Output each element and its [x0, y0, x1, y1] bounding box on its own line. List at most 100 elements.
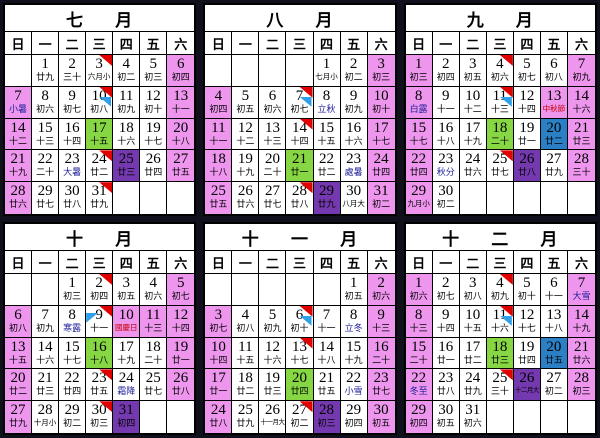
day-number: 12: [237, 119, 253, 136]
lunar-label: 廿七: [490, 167, 509, 178]
day-grid: 1 初三 2 初四 3 初五 4 初六 5 初七 6 初八 7 初九 8 寒露 9 十一 10 國慶日 11 十三 12 十四…: [5, 274, 195, 433]
lunar-label: 初五: [463, 72, 482, 82]
lunar-label: 十四: [171, 322, 190, 333]
day-cell: 21 廿一: [286, 150, 314, 183]
day-number: 8: [322, 87, 331, 104]
day-cell: 4 初六: [486, 55, 514, 87]
lunar-label: 立冬: [344, 322, 363, 333]
lunar-label: 十月小: [33, 418, 57, 428]
day-number: 19: [237, 151, 253, 168]
lunar-label: 廿九: [36, 72, 55, 82]
day-cell: 16 十八: [432, 118, 460, 151]
day-number: 20: [291, 370, 307, 387]
day-cell: 17 廿一: [205, 369, 233, 402]
day-number: 6: [177, 56, 185, 72]
day-number: 12: [264, 338, 280, 355]
lunar-label: 廿一: [209, 386, 228, 397]
day-cell: 3 初七: [205, 305, 233, 338]
day-cell: 12 十七: [513, 305, 541, 338]
day-grid: 1 七月小 2 初二 3 初三 4 初四 5 初五 6 初六 7 初七 8 立秋 9 初九 10 初十 11 十一 12 十二…: [205, 55, 395, 214]
lunar-label: 廿八: [436, 386, 455, 397]
weekday-header-cell: 三: [86, 251, 114, 274]
day-number: 12: [519, 306, 535, 323]
day-number: 22: [346, 370, 362, 387]
day-number: 2: [349, 56, 358, 72]
day-number: 5: [149, 56, 158, 72]
day-number: 16: [438, 338, 454, 355]
day-cell: 18 二十: [140, 337, 168, 370]
lunar-label: 十三: [36, 135, 55, 146]
lunar-label: 十三: [263, 135, 282, 146]
weekday-header-cell: 日: [5, 32, 33, 55]
day-number: 23: [91, 370, 107, 387]
weekday-header-cell: 六: [567, 32, 595, 55]
day-cell: 18 廿二: [232, 369, 260, 402]
day-cell: 8 十三: [405, 305, 433, 338]
day-cell: 29 初四: [405, 401, 433, 433]
day-cell: 4 初四: [205, 86, 233, 119]
day-number: 22: [411, 151, 427, 168]
day-number: 16: [91, 338, 107, 355]
day-cell: 13 中秋節: [540, 86, 568, 119]
day-cell: 9 初九: [340, 86, 368, 119]
lunar-label: 初七: [517, 72, 536, 82]
weekday-header-cell: 二: [459, 251, 487, 274]
weekday-header-cell: 日: [205, 251, 233, 274]
day-cell: 19 廿一: [513, 118, 541, 151]
day-cell: 28 初三: [313, 401, 341, 433]
lunar-label: 二十: [409, 354, 428, 365]
day-cell: 21 廿三: [567, 118, 595, 151]
day-number: 31: [373, 183, 389, 200]
day-cell: 12 十四: [167, 305, 195, 338]
day-number: 6: [14, 306, 22, 323]
empty-day-cell: [567, 182, 595, 214]
day-cell: 5 初五: [232, 86, 260, 119]
lunar-label: 初九: [344, 103, 363, 114]
day-cell: 23 秋分: [432, 150, 460, 183]
day-cell: 27 初二: [540, 369, 568, 402]
day-number: 4: [496, 275, 504, 291]
lunar-label: 廿八: [209, 418, 228, 429]
lunar-label: 秋分: [436, 167, 455, 178]
day-number: 29: [64, 402, 80, 419]
lunar-label: 十七: [409, 135, 428, 146]
day-cell: 4 初二: [113, 55, 141, 87]
day-cell: 5 初十: [513, 274, 541, 306]
month-block: 九 月日一二三四五六 1 初三 2 初四 3 初五 4 初六 5 初七 6 初八 7 初九 8 白露 9 十一 10 十…: [403, 3, 597, 216]
lunar-label: 廿六: [572, 354, 591, 365]
lunar-label: 初九: [117, 103, 136, 114]
lunar-label: 十一: [544, 291, 563, 301]
lunar-label: 十八: [436, 135, 455, 146]
day-cell: 27 初二: [286, 401, 314, 433]
day-cell: 10 十五: [459, 305, 487, 338]
empty-day-cell: [286, 274, 314, 306]
weekday-header-cell: 五: [340, 32, 368, 55]
day-cell: 22 冬至: [405, 369, 433, 402]
day-number: 27: [10, 402, 26, 419]
day-number: 9: [95, 306, 103, 323]
lunar-label: 八月大: [342, 199, 365, 209]
day-number: 31: [91, 183, 107, 200]
day-cell: 10 國慶日: [113, 305, 141, 338]
lunar-label: 國慶日: [114, 322, 138, 332]
lunar-label: 十四: [209, 354, 228, 365]
lunar-label: 廿一: [517, 135, 536, 146]
day-cell: 8 初六: [32, 86, 60, 119]
day-number: 1: [68, 275, 76, 291]
day-number: 3: [122, 275, 130, 291]
lunar-label: 七月小: [315, 72, 338, 81]
day-cell: 28 三十: [567, 150, 595, 183]
day-number: 17: [210, 370, 226, 387]
day-number: 24: [465, 151, 481, 168]
day-number: 1: [41, 56, 49, 72]
lunar-label: 初七: [436, 291, 455, 301]
day-number: 9: [349, 87, 358, 104]
day-cell: 16 二十: [367, 337, 395, 370]
lunar-label: 廿五: [317, 386, 336, 397]
day-number: 19: [519, 119, 535, 136]
day-number: 13: [173, 87, 189, 104]
day-number: 23: [373, 370, 389, 387]
day-number: 3: [95, 56, 103, 72]
day-cell: 31 初二: [367, 182, 395, 214]
day-number: 27: [546, 151, 562, 168]
